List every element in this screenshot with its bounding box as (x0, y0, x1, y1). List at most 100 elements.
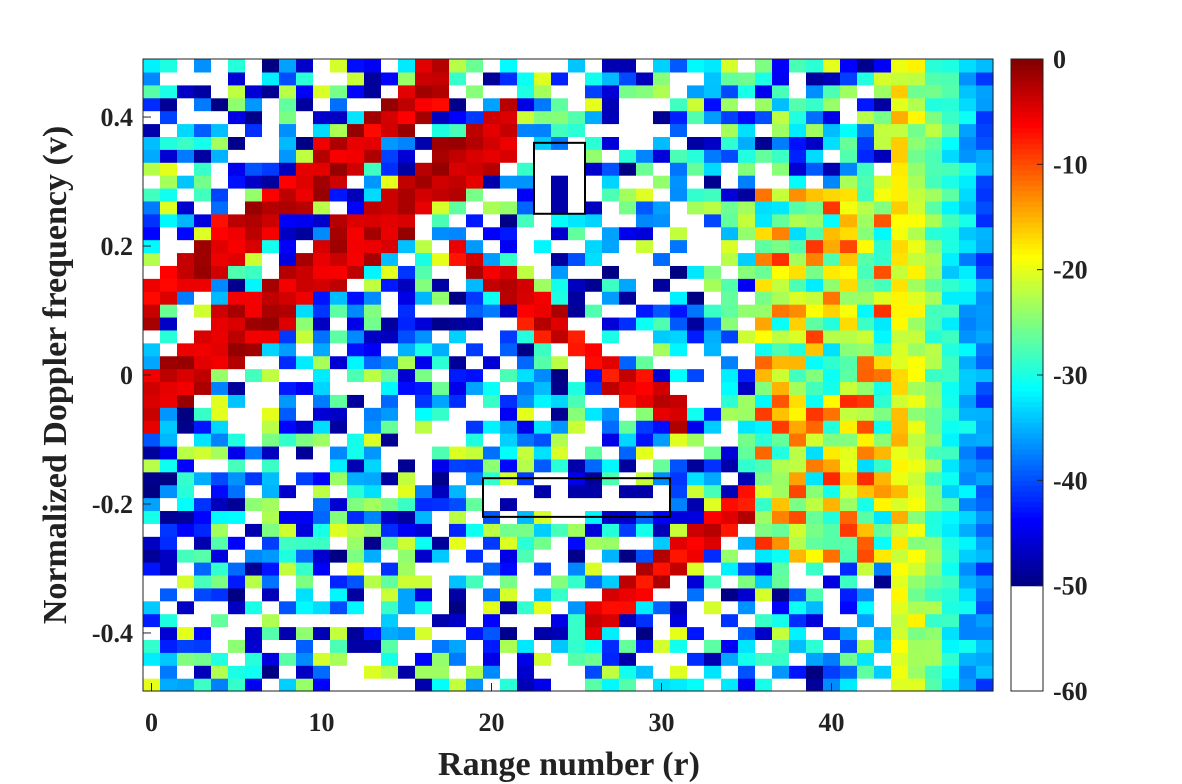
heatmap-cell (704, 471, 722, 486)
heatmap-cell (823, 123, 841, 137)
heatmap-cell (177, 200, 195, 215)
heatmap-cell (347, 97, 365, 112)
heatmap-cell (891, 368, 909, 383)
heatmap-cell (313, 523, 331, 537)
heatmap-cell (245, 84, 263, 99)
heatmap-cell (653, 536, 671, 550)
heatmap-cell (823, 239, 841, 254)
heatmap-cell (228, 265, 246, 279)
heatmap-cell (517, 445, 535, 460)
heatmap-cell (143, 265, 161, 279)
heatmap-cell (194, 639, 212, 653)
heatmap-cell (721, 381, 739, 395)
heatmap-cell (517, 394, 535, 408)
heatmap-cell (908, 187, 926, 202)
heatmap-cell (585, 226, 603, 241)
heatmap-cell (772, 162, 790, 176)
heatmap-cell (738, 497, 756, 512)
x-tick-label: 40 (819, 708, 845, 737)
heatmap-cell (194, 252, 212, 266)
heatmap-cell (891, 484, 909, 499)
heatmap-cell (415, 549, 433, 563)
heatmap-cell (211, 523, 229, 537)
heatmap-cell (262, 381, 280, 395)
heatmap-cell (211, 291, 229, 305)
heatmap-cell (551, 291, 569, 305)
colorbar-segment (1011, 248, 1043, 255)
heatmap-cell (415, 136, 433, 150)
heatmap-cell (432, 678, 450, 692)
heatmap-cell (857, 316, 875, 331)
heatmap-cell (857, 523, 875, 537)
heatmap-cell (194, 304, 212, 318)
colorbar-segment (1011, 585, 1043, 592)
heatmap-cell (245, 574, 263, 589)
heatmap-cell (177, 600, 195, 615)
heatmap-cell (228, 136, 246, 150)
heatmap-cell (143, 639, 161, 653)
heatmap-cell (738, 574, 756, 589)
heatmap-cell (432, 639, 450, 653)
colorbar-segment (1011, 448, 1043, 455)
heatmap-cell (755, 523, 773, 537)
heatmap-cell (262, 162, 280, 176)
heatmap-cell (755, 187, 773, 202)
heatmap-cell (602, 291, 620, 305)
colorbar-segment (1011, 64, 1043, 71)
heatmap-cell (228, 471, 246, 486)
heatmap-cell (925, 265, 943, 279)
heatmap-cell (483, 549, 501, 563)
heatmap-cell (364, 97, 382, 112)
heatmap-cell (194, 433, 212, 447)
heatmap-cell (313, 123, 331, 137)
heatmap-cell (296, 549, 314, 563)
heatmap-cell (415, 355, 433, 370)
heatmap-cell (857, 149, 875, 163)
heatmap-cell (347, 510, 365, 524)
y-tick-label: 0.2 (101, 232, 134, 261)
heatmap-cell (449, 407, 467, 421)
heatmap-cell (398, 394, 416, 408)
heatmap-cell (908, 652, 926, 666)
heatmap-cell (874, 304, 892, 318)
heatmap-cell (177, 394, 195, 408)
heatmap-cell (857, 549, 875, 563)
heatmap-cell (364, 239, 382, 254)
heatmap-cell (738, 652, 756, 666)
heatmap-cell (143, 626, 161, 641)
heatmap-cell (755, 329, 773, 344)
heatmap-cell (925, 355, 943, 370)
heatmap-cell (925, 71, 943, 86)
heatmap-cell (466, 278, 484, 292)
heatmap-cell (568, 613, 586, 628)
heatmap-cell (194, 200, 212, 215)
heatmap-cell (228, 639, 246, 653)
heatmap-cell (891, 342, 909, 357)
heatmap-cell (483, 59, 501, 73)
heatmap-cell (211, 59, 229, 73)
heatmap-cell (806, 549, 824, 563)
colorbar-segment (1011, 222, 1043, 229)
heatmap-cell (806, 510, 824, 524)
heatmap-cell (262, 355, 280, 370)
heatmap-cell (585, 329, 603, 344)
heatmap-cell (160, 523, 178, 537)
heatmap-cell (687, 458, 705, 473)
heatmap-cell (976, 329, 994, 344)
heatmap-cell (211, 123, 229, 137)
heatmap-cell (143, 59, 161, 73)
heatmap-cell (619, 175, 637, 189)
heatmap-cell (806, 71, 824, 86)
heatmap-cell (857, 213, 875, 228)
heatmap-cell (653, 342, 671, 357)
heatmap-cell (143, 433, 161, 447)
heatmap-cell (772, 252, 790, 266)
heatmap-cell (772, 407, 790, 421)
heatmap-cell (551, 187, 569, 202)
heatmap-cell (942, 471, 960, 486)
heatmap-cell (381, 59, 399, 73)
heatmap-cell (585, 84, 603, 99)
heatmap-cell (585, 381, 603, 395)
heatmap-cell (925, 342, 943, 357)
heatmap-cell (279, 149, 297, 163)
